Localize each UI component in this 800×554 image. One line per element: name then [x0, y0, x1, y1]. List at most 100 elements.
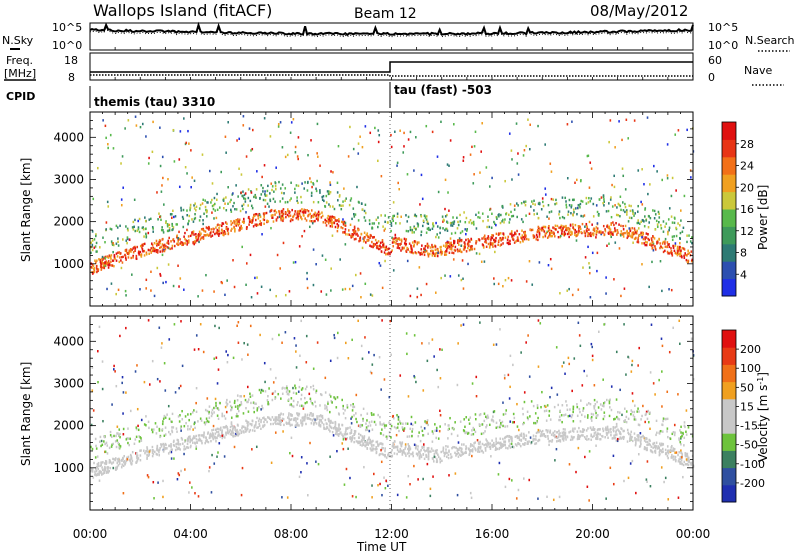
echo-mark [264, 193, 266, 196]
echo-mark [396, 493, 399, 497]
echo-mark [572, 427, 574, 430]
echo-mark [216, 455, 218, 458]
echo-mark [344, 431, 347, 434]
echo-mark [109, 434, 112, 437]
echo-mark [617, 428, 619, 431]
echo-mark [359, 440, 362, 444]
echo-mark [635, 442, 637, 445]
echo-mark [590, 419, 593, 422]
echo-mark [473, 428, 475, 431]
echo-mark [294, 386, 297, 390]
echo-mark [620, 427, 622, 430]
echo-mark [474, 441, 476, 444]
echo-mark [477, 441, 480, 445]
echo-mark [314, 405, 317, 408]
echo-mark [385, 479, 387, 482]
echo-mark [515, 434, 518, 438]
echo-mark [410, 415, 413, 419]
echo-mark [480, 432, 483, 436]
echo-mark [260, 222, 263, 225]
echo-mark [343, 224, 346, 227]
echo-mark [453, 222, 455, 225]
echo-mark [115, 252, 118, 255]
echo-mark [417, 478, 419, 481]
echo-mark [667, 456, 669, 460]
power-ylabel: Slant Range [km] [19, 158, 33, 262]
echo-mark [544, 435, 547, 438]
echo-mark [280, 420, 283, 424]
echo-mark [236, 324, 238, 327]
echo-mark [189, 439, 192, 442]
echo-mark [205, 436, 207, 439]
echo-mark [417, 434, 420, 438]
echo-mark [552, 434, 555, 437]
echo-mark [620, 437, 622, 440]
echo-mark [248, 127, 251, 130]
echo-mark [329, 183, 332, 187]
echo-mark [614, 417, 616, 421]
echo-mark [118, 462, 121, 465]
echo-mark [644, 236, 646, 239]
echo-mark [474, 413, 477, 416]
echo-mark [436, 458, 438, 461]
echo-mark [178, 285, 180, 288]
echo-mark [303, 229, 306, 233]
echo-mark [123, 461, 125, 464]
echo-mark [433, 452, 436, 456]
echo-mark [101, 461, 103, 464]
echo-mark [226, 279, 228, 282]
echo-mark [348, 233, 351, 236]
echo-mark [566, 408, 569, 411]
echo-mark [310, 219, 313, 223]
echo-mark [536, 430, 539, 434]
echo-mark [421, 446, 424, 450]
echo-mark [120, 466, 123, 469]
echo-mark [152, 248, 154, 251]
echo-mark [179, 414, 181, 417]
echo-mark [558, 226, 560, 229]
echo-mark [400, 240, 403, 243]
echo-mark [617, 410, 619, 414]
echo-mark [136, 454, 139, 457]
echo-mark [645, 243, 648, 247]
echo-mark [272, 214, 274, 217]
echo-mark [515, 444, 518, 447]
echo-mark [311, 402, 314, 405]
echo-mark [156, 377, 159, 381]
echo-mark [299, 378, 301, 381]
echo-mark [184, 447, 187, 451]
echo-mark [278, 210, 280, 213]
echo-mark [637, 169, 640, 172]
echo-mark [98, 258, 100, 261]
echo-mark [229, 200, 231, 204]
echo-mark [439, 409, 441, 412]
echo-mark [304, 413, 307, 416]
echo-mark [232, 192, 234, 195]
echo-mark [540, 430, 543, 434]
echo-mark [331, 215, 334, 218]
echo-mark [560, 232, 563, 235]
echo-mark [172, 440, 175, 444]
echo-mark [306, 417, 309, 420]
echo-mark [436, 368, 438, 372]
echo-mark [212, 437, 215, 441]
echo-mark [176, 236, 178, 239]
echo-mark [564, 196, 567, 200]
echo-mark [103, 266, 106, 270]
echo-mark [641, 242, 643, 245]
echo-mark [422, 250, 425, 254]
echo-mark [504, 278, 507, 282]
echo-mark [661, 370, 663, 373]
echo-mark [613, 434, 615, 437]
echo-mark [662, 250, 665, 254]
echo-mark [652, 382, 655, 385]
echo-mark [330, 267, 332, 270]
echo-mark [650, 323, 653, 326]
echo-mark [217, 408, 220, 412]
echo-mark [649, 439, 651, 442]
echo-mark [647, 232, 649, 236]
echo-mark [295, 423, 298, 426]
echo-mark [348, 229, 350, 232]
echo-mark [220, 231, 223, 235]
echo-mark [577, 233, 579, 236]
